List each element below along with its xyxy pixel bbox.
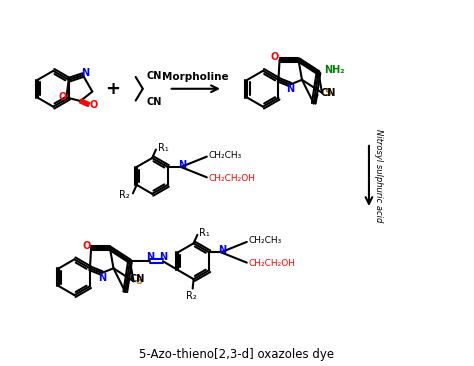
Text: N: N	[146, 251, 154, 262]
Text: N: N	[159, 251, 167, 262]
Text: 5-Azo-thieno[2,3-d] oxazoles dye: 5-Azo-thieno[2,3-d] oxazoles dye	[139, 348, 335, 361]
Text: CN: CN	[129, 274, 145, 284]
Text: R₂: R₂	[119, 190, 129, 200]
Text: NH₂: NH₂	[324, 66, 345, 75]
Text: CH₂CH₂OH: CH₂CH₂OH	[249, 259, 296, 268]
Text: R₂: R₂	[186, 291, 197, 301]
Text: CH₂CH₃: CH₂CH₃	[249, 236, 282, 246]
Text: CH₂CH₃: CH₂CH₃	[209, 151, 242, 160]
Text: N: N	[81, 68, 89, 78]
Text: CN: CN	[146, 71, 162, 81]
Text: O: O	[89, 100, 98, 109]
Text: O: O	[271, 52, 279, 63]
Text: Morpholine: Morpholine	[163, 72, 229, 82]
Text: N: N	[98, 273, 106, 283]
Text: N: N	[178, 160, 186, 169]
Text: CN: CN	[146, 97, 162, 107]
Text: N: N	[286, 84, 294, 94]
Text: +: +	[105, 80, 119, 98]
Text: O: O	[82, 241, 91, 251]
Text: S: S	[136, 276, 143, 286]
Text: R₁: R₁	[199, 228, 210, 238]
Text: CN: CN	[321, 88, 336, 98]
Text: Nitrosyl sulphuric acid: Nitrosyl sulphuric acid	[374, 129, 383, 223]
Text: S: S	[324, 88, 331, 98]
Text: R₁: R₁	[158, 143, 169, 153]
Text: CH₂CH₂OH: CH₂CH₂OH	[209, 174, 255, 183]
Text: O: O	[58, 93, 67, 102]
Text: N: N	[218, 245, 227, 255]
